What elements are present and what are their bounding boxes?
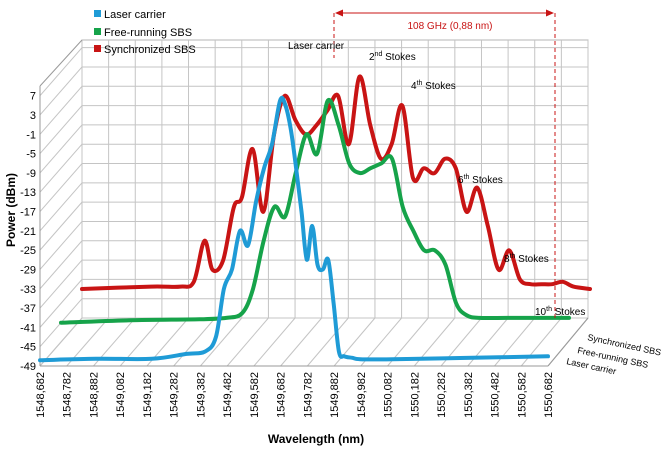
span-arrow-left-head <box>335 10 343 17</box>
y-tick-label: -33 <box>20 284 36 296</box>
y-tick-label: -9 <box>26 168 36 180</box>
sidewall-line <box>40 202 82 250</box>
y-tick-label: 3 <box>30 110 36 122</box>
legend-label-synchronized-sbs: Synchronized SBS <box>104 44 196 56</box>
floor-line <box>227 318 268 366</box>
sidewall-line <box>40 144 82 192</box>
sidewall-line <box>40 106 82 154</box>
x-tick-label: 1549,182 <box>142 372 154 418</box>
x-tick-label: 1548,782 <box>62 372 74 418</box>
sidewall-line <box>40 183 82 231</box>
laser-carrier-annotation: Laser carrier <box>288 41 345 52</box>
legend-swatch-laser-carrier <box>94 10 101 17</box>
y-tick-label: -45 <box>20 342 36 354</box>
sidewall-line <box>40 164 82 212</box>
y-tick-label: -5 <box>26 149 36 161</box>
back-wall <box>82 40 588 318</box>
legend-swatch-free-running-sbs <box>94 28 101 35</box>
x-axis-title: Wavelength (nm) <box>268 432 364 446</box>
x-tick-label: 1550,382 <box>463 372 475 418</box>
floor-line <box>281 318 322 366</box>
x-tick-label: 1549,582 <box>249 372 261 418</box>
x-tick-label: 1549,782 <box>302 372 314 418</box>
y-tick-label: -21 <box>20 226 36 238</box>
sidewall-line <box>40 67 82 115</box>
stokes-8-label: 8th Stokes <box>504 253 549 265</box>
x-tick-label: 1549,682 <box>276 372 288 418</box>
sidewall-top-edge <box>40 40 82 86</box>
y-tick-label: -29 <box>20 264 36 276</box>
floor-line <box>307 318 348 366</box>
legend-label-free-running-sbs: Free-running SBS <box>104 27 192 39</box>
y-tick-label: -17 <box>20 207 36 219</box>
floor-line <box>521 318 561 366</box>
legend-swatch-synchronized-sbs <box>94 45 101 52</box>
sidewall-line <box>40 260 82 308</box>
x-tick-label: 1549,482 <box>222 372 234 418</box>
legend-label-laser-carrier: Laser carrier <box>104 9 166 21</box>
x-tick-label: 1550,582 <box>516 372 528 418</box>
y-tick-label: -49 <box>20 361 36 373</box>
stokes-10-label: 10th Stokes <box>535 306 585 318</box>
y-tick-label: 7 <box>30 91 36 103</box>
x-tick-label: 1548,882 <box>88 372 100 418</box>
y-tick-label: -41 <box>20 322 36 334</box>
floor-line <box>174 318 215 366</box>
x-tick-label: 1549,882 <box>329 372 341 418</box>
y-tick-label: -1 <box>26 129 36 141</box>
x-tick-label: 1550,182 <box>409 372 421 418</box>
y-axis-title: Power (dBm) <box>4 173 18 247</box>
x-tick-label: 1549,082 <box>115 372 127 418</box>
x-tick-label: 1549,982 <box>356 372 368 418</box>
y-tick-label: -13 <box>20 187 36 199</box>
stokes-2-label: 2nd Stokes <box>369 51 416 63</box>
stokes-6-label: 6th Stokes <box>458 174 503 186</box>
sidewall-line <box>40 221 82 269</box>
x-tick-label: 1550,682 <box>543 372 555 418</box>
sidewall-line <box>40 241 82 289</box>
sidewall-line <box>40 86 82 134</box>
span-label: 108 GHz (0,88 nm) <box>407 21 492 32</box>
x-tick-label: 1550,482 <box>490 372 502 418</box>
series-line-free-running-sbs <box>61 100 569 323</box>
x-tick-label: 1549,282 <box>169 372 181 418</box>
legend: Laser carrier Free-running SBS Synchroni… <box>94 9 196 56</box>
x-tick-label: 1550,282 <box>436 372 448 418</box>
x-tick-label: 1549,382 <box>195 372 207 418</box>
span-arrow-right-head <box>546 10 554 17</box>
stokes-4-label: 4th Stokes <box>411 80 456 92</box>
floor-line <box>200 318 241 366</box>
y-tick-label: -37 <box>20 303 36 315</box>
sidewall-line <box>40 48 82 96</box>
y-tick-label: -25 <box>20 245 36 257</box>
x-tick-label: 1548,682 <box>35 372 47 418</box>
floor-line <box>254 318 295 366</box>
x-tick-label: 1550,082 <box>383 372 395 418</box>
sidewall-line <box>40 125 82 173</box>
